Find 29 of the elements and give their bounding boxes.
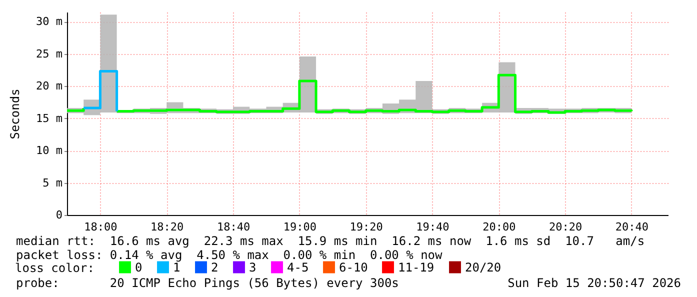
y-tick-label: 25 m xyxy=(36,47,63,60)
y-tick-label: 0 xyxy=(56,208,62,222)
legend-label: 4-5 xyxy=(287,260,309,274)
x-tick-label: 18:40 xyxy=(216,220,250,234)
text: median rtt: 16.6 ms avg 22.3 ms max 15.9 ms min 16.2 ms now 1.6 ms sd 10.7 am/s xyxy=(16,234,645,248)
text: packet loss: 0.14 % avg 4.50 % max 0.00 % min 0.00 % now xyxy=(16,248,442,262)
y-tick-label: 30 m xyxy=(36,15,63,28)
x-tick-label: 19:40 xyxy=(416,220,450,234)
x-tick-label: 18:20 xyxy=(150,220,184,234)
y-tick-label: 5 m xyxy=(42,176,63,190)
legend-label: 0 xyxy=(135,260,142,274)
legend-label: 20/20 xyxy=(465,260,502,274)
x-tick-label: 20:00 xyxy=(482,220,516,234)
legend-label: 3 xyxy=(249,260,256,274)
text: probe: 20 ICMP Echo Pings (56 Bytes) every 300s xyxy=(16,276,399,290)
legend-label: 2 xyxy=(211,260,218,274)
x-tick-label: 20:40 xyxy=(615,220,649,234)
x-tick-label: 18:00 xyxy=(84,220,118,234)
text: Sun Feb 15 20:50:47 2026 xyxy=(508,276,681,290)
y-tick-label: 15 m xyxy=(36,112,63,125)
x-tick-label: 19:20 xyxy=(350,220,383,234)
legend-label: 6-10 xyxy=(339,260,368,274)
y-axis-title: Seconds xyxy=(8,88,22,140)
x-tick-label: 19:00 xyxy=(283,220,316,234)
x-tick-label: 20:20 xyxy=(549,220,582,234)
legend-label: 11-19 xyxy=(398,260,434,274)
y-tick-label: 20 m xyxy=(36,80,63,93)
legend-title: loss color: xyxy=(15,261,94,275)
y-tick-label: 10 m xyxy=(36,144,63,158)
